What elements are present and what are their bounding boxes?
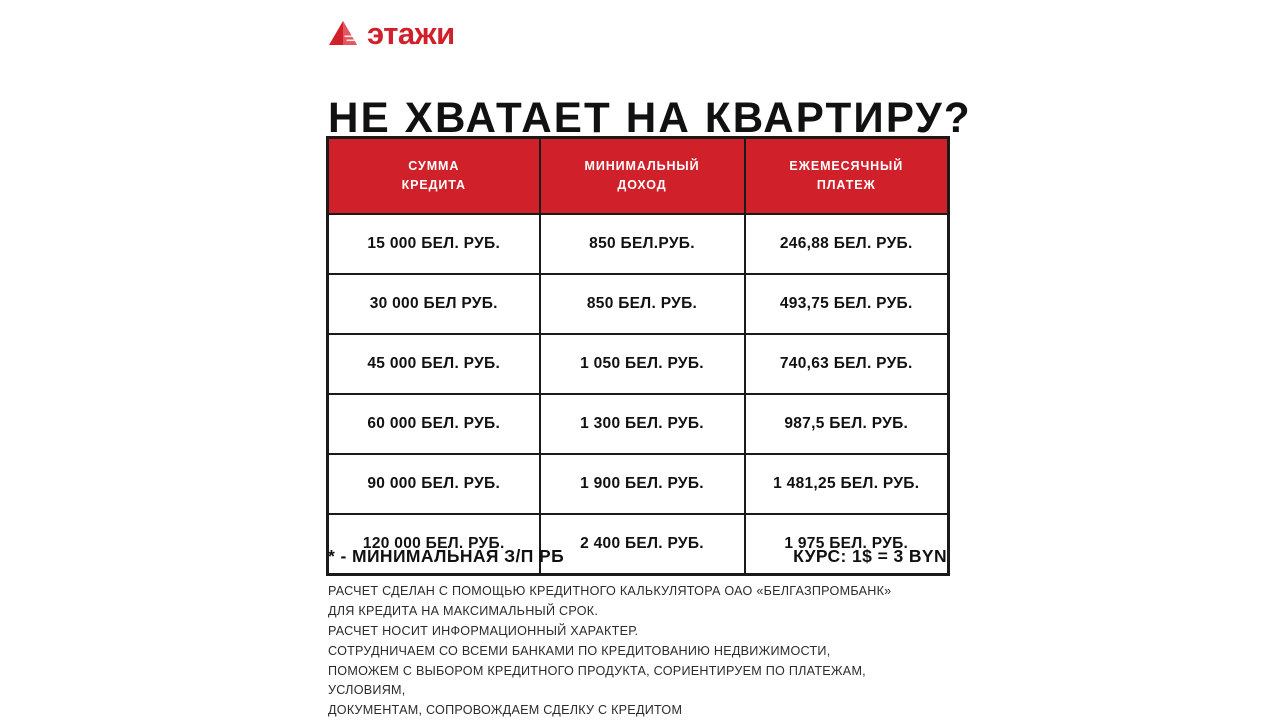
cell-loan-amount: 90 000 БЕЛ. РУБ. <box>326 453 541 515</box>
cell-loan-amount: 30 000 БЕЛ РУБ. <box>326 273 541 335</box>
table-row: 30 000 БЕЛ РУБ. 850 БЕЛ. РУБ. 493,75 БЕЛ… <box>326 273 950 335</box>
cell-minimum-income: 850 БЕЛ. РУБ. <box>538 273 746 335</box>
cell-minimum-income: 850 БЕЛ.РУБ. <box>538 213 746 275</box>
column-header-line2: КРЕДИТА <box>401 178 466 192</box>
brand-name: этажи <box>367 15 455 51</box>
page-title: НЕ ХВАТАЕТ НА КВАРТИРУ? <box>328 93 972 142</box>
cell-minimum-income: 1 050 БЕЛ. РУБ. <box>538 333 746 395</box>
cell-minimum-income: 1 900 БЕЛ. РУБ. <box>538 453 746 515</box>
table-row: 90 000 БЕЛ. РУБ. 1 900 БЕЛ. РУБ. 1 481,2… <box>326 453 950 515</box>
cell-minimum-income: 1 300 БЕЛ. РУБ. <box>538 393 746 455</box>
column-header-monthly-payment: ЕЖЕМЕСЯЧНЫЙ ПЛАТЕЖ <box>743 136 950 215</box>
table-row: 120 000 БЕЛ. РУБ. 2 400 БЕЛ. РУБ. 1 975 … <box>326 513 950 576</box>
disclaimer-block: РАСЧЕТ СДЕЛАН С ПОМОЩЬЮ КРЕДИТНОГО КАЛЬК… <box>328 582 968 721</box>
table-body: 15 000 БЕЛ. РУБ. 850 БЕЛ.РУБ. 246,88 БЕЛ… <box>326 213 950 576</box>
cell-loan-amount: 120 000 БЕЛ. РУБ. <box>326 513 541 576</box>
column-header-minimum-income: МИНИМАЛЬНЫЙ ДОХОД <box>538 136 746 215</box>
house-roof-icon <box>328 20 358 47</box>
cell-loan-amount: 60 000 БЕЛ. РУБ. <box>326 393 541 455</box>
cell-monthly-payment: 493,75 БЕЛ. РУБ. <box>743 273 950 335</box>
footnote-exchange-rate: КУРС: 1$ = 3 BYN <box>793 546 947 566</box>
disclaimer-line: СОТРУДНИЧАЕМ СО ВСЕМИ БАНКАМИ ПО КРЕДИТО… <box>328 643 831 658</box>
column-header-loan-amount: СУММА КРЕДИТА <box>326 136 541 215</box>
footnote-row: * - МИНИМАЛЬНАЯ З/П РБ КУРС: 1$ = 3 BYN <box>328 546 947 567</box>
column-header-line2: ДОХОД <box>617 178 667 192</box>
brand-logo[interactable]: этажи <box>328 14 455 52</box>
disclaimer-line: УСЛОВИЯМ, <box>328 683 406 698</box>
cell-loan-amount: 45 000 БЕЛ. РУБ. <box>326 333 541 395</box>
column-header-line1: ЕЖЕМЕСЯЧНЫЙ <box>789 158 904 173</box>
cell-monthly-payment: 987,5 БЕЛ. РУБ. <box>743 393 950 455</box>
credit-table: СУММА КРЕДИТА МИНИМАЛЬНЫЙ ДОХОД ЕЖЕМЕСЯЧ… <box>326 136 950 576</box>
disclaimer-line: ДЛЯ КРЕДИТА НА МАКСИМАЛЬНЫЙ СРОК. <box>328 603 599 618</box>
disclaimer-line: РАСЧЕТ СДЕЛАН С ПОМОЩЬЮ КРЕДИТНОГО КАЛЬК… <box>328 584 892 598</box>
footnote-minimum-salary: * - МИНИМАЛЬНАЯ З/П РБ <box>328 546 565 566</box>
disclaimer-line: РАСЧЕТ НОСИТ ИНФОРМАЦИОННЫЙ ХАРАКТЕР. <box>328 623 639 638</box>
table-row: 60 000 БЕЛ. РУБ. 1 300 БЕЛ. РУБ. 987,5 Б… <box>326 393 950 455</box>
cell-monthly-payment: 1 975 БЕЛ. РУБ. <box>743 513 950 576</box>
table-header-row: СУММА КРЕДИТА МИНИМАЛЬНЫЙ ДОХОД ЕЖЕМЕСЯЧ… <box>326 136 950 215</box>
disclaimer-line: ДОКУМЕНТАМ, СОПРОВОЖДАЕМ СДЕЛКУ С КРЕДИТ… <box>328 703 683 718</box>
column-header-line2: ПЛАТЕЖ <box>816 178 876 192</box>
column-header-line1: СУММА <box>408 158 460 173</box>
cell-monthly-payment: 246,88 БЕЛ. РУБ. <box>743 213 950 275</box>
column-header-line1: МИНИМАЛЬНЫЙ <box>584 158 700 173</box>
cell-loan-amount: 15 000 БЕЛ. РУБ. <box>326 213 541 275</box>
cell-monthly-payment: 1 481,25 БЕЛ. РУБ. <box>743 453 950 515</box>
table-head: СУММА КРЕДИТА МИНИМАЛЬНЫЙ ДОХОД ЕЖЕМЕСЯЧ… <box>326 136 950 215</box>
table-row: 15 000 БЕЛ. РУБ. 850 БЕЛ.РУБ. 246,88 БЕЛ… <box>326 213 950 275</box>
table-row: 45 000 БЕЛ. РУБ. 1 050 БЕЛ. РУБ. 740,63 … <box>326 333 950 395</box>
disclaimer-line: ПОМОЖЕМ С ВЫБОРОМ КРЕДИТНОГО ПРОДУКТА, С… <box>328 663 866 678</box>
cell-monthly-payment: 740,63 БЕЛ. РУБ. <box>743 333 950 395</box>
cell-minimum-income: 2 400 БЕЛ. РУБ. <box>538 513 746 576</box>
